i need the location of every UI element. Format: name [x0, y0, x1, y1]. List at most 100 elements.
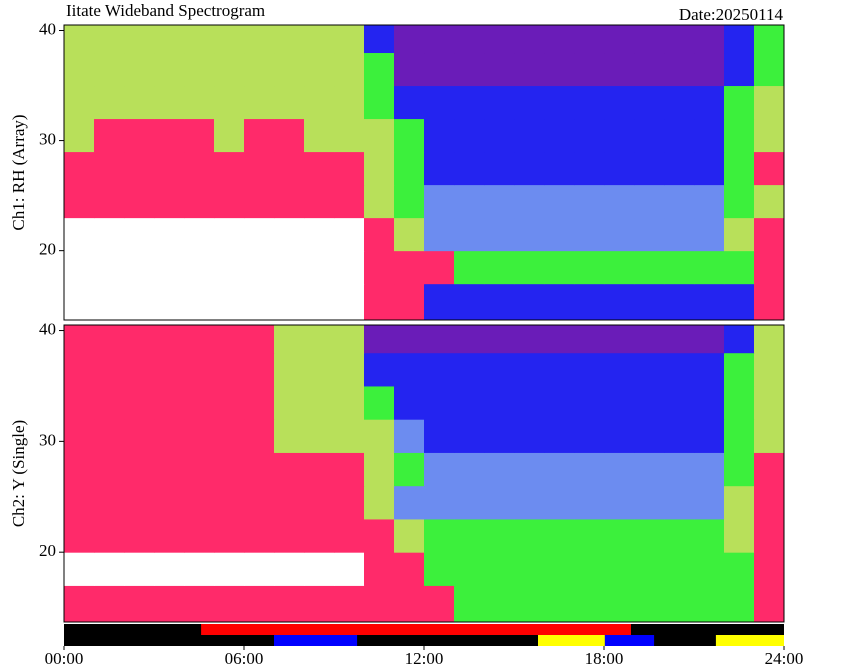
heatmap-cell: [244, 352, 275, 387]
heatmap-cell: [64, 419, 95, 453]
y-axis-label: Ch1: RH (Array): [9, 114, 28, 230]
heatmap-cell: [304, 118, 335, 153]
heatmap-cell: [514, 250, 545, 285]
heatmap-cell: [244, 283, 275, 321]
heatmap-cell: [724, 52, 755, 87]
heatmap-cell: [454, 151, 485, 186]
heatmap-cell: [94, 452, 125, 487]
heatmap-cell: [454, 85, 485, 120]
heatmap-cell: [94, 250, 125, 285]
heatmap-cell: [424, 419, 455, 453]
heatmap-cell: [274, 184, 305, 219]
heatmap-cell: [154, 552, 185, 586]
heatmap-cell: [334, 385, 365, 420]
heatmap-cell: [634, 325, 665, 354]
heatmap-cell: [664, 52, 695, 87]
heatmap-cell: [604, 419, 635, 453]
heatmap-cell: [664, 85, 695, 120]
heatmap-cell: [574, 25, 605, 54]
heatmap-cell: [64, 585, 95, 623]
heatmap-cell: [94, 217, 125, 252]
heatmap-cell: [544, 419, 575, 453]
heatmap-cell: [664, 585, 695, 623]
heatmap-cell: [64, 85, 95, 120]
heatmap-cell: [514, 419, 545, 453]
chart-title: Iitate Wideband Spectrogram: [66, 1, 265, 20]
heatmap-cell: [724, 552, 755, 586]
heatmap-cell: [334, 250, 365, 285]
heatmap-cell: [184, 25, 215, 54]
heatmap-cell: [274, 325, 305, 354]
heatmap-cell: [544, 452, 575, 487]
heatmap-cell: [424, 217, 455, 252]
heatmap-cell: [484, 283, 515, 321]
heatmap-cell: [214, 151, 245, 186]
heatmap-cell: [304, 325, 335, 354]
heatmap-cell: [364, 485, 395, 520]
heatmap-cell: [454, 184, 485, 219]
heatmap-cell: [64, 485, 95, 520]
heatmap-cell: [394, 518, 425, 553]
heatmap-cell: [454, 485, 485, 520]
heatmap-cell: [484, 518, 515, 553]
heatmap-cell: [184, 250, 215, 285]
heatmap-cell: [244, 518, 275, 553]
heatmap-cell: [544, 184, 575, 219]
heatmap-cell: [484, 552, 515, 586]
heatmap-cell: [304, 452, 335, 487]
heatmap-cell: [514, 325, 545, 354]
heatmap-cell: [454, 52, 485, 87]
heatmap-cell: [334, 151, 365, 186]
heatmap-cell: [94, 325, 125, 354]
heatmap-cell: [634, 518, 665, 553]
heatmap-cell: [634, 25, 665, 54]
heatmap-cell: [484, 118, 515, 153]
heatmap-cell: [484, 151, 515, 186]
heatmap-cell: [604, 325, 635, 354]
status-segment: [715, 635, 784, 646]
heatmap-cell: [634, 184, 665, 219]
heatmap-cell: [454, 385, 485, 420]
heatmap-cell: [484, 385, 515, 420]
y-tick-label: 20: [39, 541, 56, 560]
heatmap-cell: [94, 283, 125, 321]
heatmap-cell: [154, 452, 185, 487]
heatmap-cell: [604, 352, 635, 387]
heatmap-cell: [154, 118, 185, 153]
heatmap-cell: [664, 352, 695, 387]
heatmap-cell: [184, 419, 215, 453]
heatmap-cell: [64, 552, 95, 586]
heatmap-cell: [754, 217, 785, 252]
heatmap-cell: [634, 419, 665, 453]
heatmap-cell: [574, 385, 605, 420]
heatmap-cell: [574, 217, 605, 252]
heatmap-cell: [604, 283, 635, 321]
heatmap-cell: [304, 552, 335, 586]
heatmap-cell: [154, 85, 185, 120]
y-tick-label: 40: [39, 319, 56, 338]
heatmap-cell: [64, 52, 95, 87]
heatmap-cell: [664, 485, 695, 520]
heatmap-cell: [184, 85, 215, 120]
heatmap-cell: [724, 217, 755, 252]
heatmap-cell: [634, 352, 665, 387]
heatmap-cell: [454, 118, 485, 153]
heatmap-cell: [394, 52, 425, 87]
heatmap-cell: [304, 25, 335, 54]
heatmap-cell: [754, 25, 785, 54]
heatmap-cell: [394, 118, 425, 153]
heatmap-cell: [214, 85, 245, 120]
heatmap-cell: [94, 552, 125, 586]
heatmap-cell: [544, 485, 575, 520]
heatmap-cell: [214, 452, 245, 487]
heatmap-cell: [184, 585, 215, 623]
heatmap-cell: [214, 385, 245, 420]
heatmap-cell: [184, 352, 215, 387]
heatmap-cell: [274, 118, 305, 153]
heatmap-cell: [244, 151, 275, 186]
heatmap-cell: [724, 85, 755, 120]
heatmap-cell: [694, 325, 725, 354]
heatmap-cell: [274, 485, 305, 520]
heatmap-cell: [544, 85, 575, 120]
